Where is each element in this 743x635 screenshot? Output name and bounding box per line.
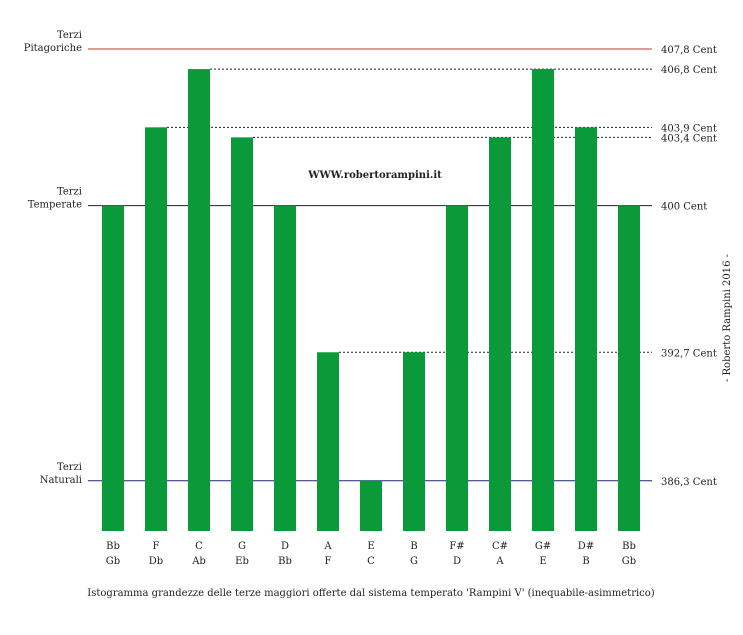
reference-value-label: 403,9 Cent <box>661 123 717 134</box>
bar <box>102 205 124 531</box>
bar <box>317 352 339 531</box>
bar <box>403 352 425 531</box>
x-tick-label-bottom: A <box>495 556 504 567</box>
x-tick-label-top: C <box>195 541 203 552</box>
reference-value-label: 406,8 Cent <box>661 65 717 76</box>
bar <box>145 127 167 531</box>
watermark-url: WWW.robertorampini.it <box>307 170 442 181</box>
reference-value-label: 392,7 Cent <box>661 348 717 359</box>
bar <box>446 205 468 531</box>
bar <box>532 69 554 531</box>
reference-line-name: Temperate <box>28 200 82 211</box>
side-credit: - Roberto Rampini 2016 - <box>722 254 733 382</box>
reference-line-name: Terzi <box>57 30 82 41</box>
reference-line-name: Pitagoriche <box>24 43 82 54</box>
bar <box>360 480 382 531</box>
reference-line-name: Terzi <box>57 187 82 198</box>
bars <box>102 69 640 531</box>
x-tick-label-top: Bb <box>106 541 120 552</box>
chart-caption: Istogramma grandezze delle terze maggior… <box>87 588 654 599</box>
x-tick-label-bottom: Db <box>149 556 163 567</box>
x-tick-label-bottom: C <box>367 556 375 567</box>
x-tick-label-top: G <box>238 541 246 552</box>
bar <box>274 205 296 531</box>
x-tick-label-top: B <box>410 541 417 552</box>
reference-value-label: 407,8 Cent <box>661 45 717 56</box>
reference-lines <box>88 48 652 482</box>
x-tick-label-bottom: Gb <box>106 556 120 567</box>
left-labels: Terzi Pitagoriche Terzi Temperate Terzi Natur… <box>24 30 82 486</box>
x-tick-label-top: G# <box>535 541 551 552</box>
x-tick-label-top: D# <box>578 541 594 552</box>
reference-line-name: Terzi <box>57 462 82 473</box>
x-tick-label-top: D <box>281 541 289 552</box>
reference-value-label: 386,3 Cent <box>661 477 717 488</box>
x-tick-label-bottom: Eb <box>235 556 249 567</box>
x-tick-label-bottom: D <box>453 556 461 567</box>
x-tick-label-top: F <box>153 541 160 552</box>
x-tick-label-top: F# <box>449 541 464 552</box>
bar <box>489 137 511 531</box>
x-tick-label-top: C# <box>492 541 508 552</box>
x-tick-label-bottom: Bb <box>278 556 292 567</box>
x-tick-label-bottom: E <box>539 556 546 567</box>
bar <box>575 127 597 531</box>
x-tick-label-bottom: Ab <box>191 556 206 567</box>
x-tick-label-bottom: Gb <box>622 556 636 567</box>
x-tick-label-bottom: F <box>325 556 332 567</box>
x-tick-label-top: E <box>367 541 374 552</box>
bar <box>618 205 640 531</box>
x-tick-label-top: Bb <box>622 541 636 552</box>
x-tick-label-bottom: G <box>410 556 418 567</box>
x-tick-label-bottom: B <box>582 556 589 567</box>
reference-value-label: 400 Cent <box>661 202 707 213</box>
bar <box>188 69 210 531</box>
reference-value-label: 403,4 Cent <box>661 133 717 144</box>
x-tick-label-top: A <box>323 541 332 552</box>
reference-line-name: Naturali <box>40 475 82 486</box>
bar <box>231 137 253 531</box>
